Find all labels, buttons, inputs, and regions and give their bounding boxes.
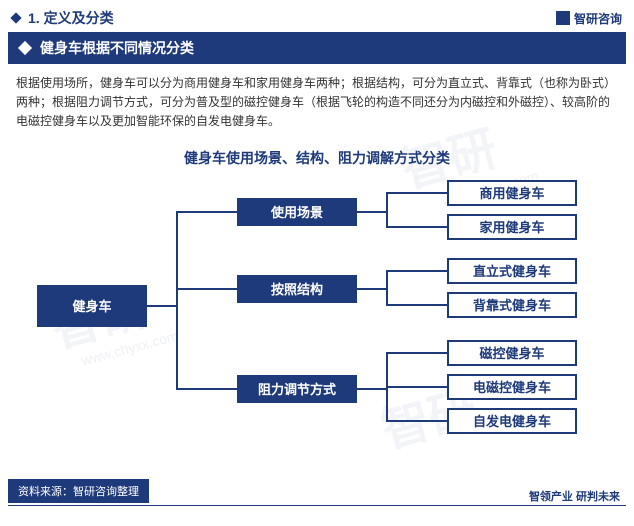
title-diamond-icon: [18, 41, 32, 55]
brand-text: 智研咨询: [574, 10, 622, 27]
body-paragraph: 根据使用场所，健身车可以分为商用健身车和家用健身车两种；根据结构，可分为直立式、…: [0, 64, 634, 142]
root-node: 健身车: [37, 285, 147, 327]
leaf-node-2: 直立式健身车: [447, 258, 577, 284]
mid-node-2: 阻力调节方式: [237, 375, 357, 403]
brand: 智研咨询: [556, 10, 622, 27]
leaf-node-5: 电磁控健身车: [447, 374, 577, 400]
diamond-icon: [10, 12, 21, 23]
footer-divider: [8, 505, 626, 506]
source-label: 资料来源：智研咨询整理: [8, 479, 149, 503]
leaf-node-6: 自发电健身车: [447, 408, 577, 434]
mid-node-0: 使用场景: [237, 198, 357, 226]
tree-diagram: 健身车 使用场景按照结构阻力调节方式 商用健身车家用健身车直立式健身车背靠式健身车磁…: [17, 180, 617, 460]
leaf-node-4: 磁控健身车: [447, 340, 577, 366]
leaf-node-1: 家用健身车: [447, 214, 577, 240]
section-number: 1. 定义及分类: [28, 8, 114, 28]
brand-icon: [556, 11, 570, 25]
leaf-node-0: 商用健身车: [447, 180, 577, 206]
leaf-node-3: 背靠式健身车: [447, 292, 577, 318]
mid-node-1: 按照结构: [237, 275, 357, 303]
chart-title: 健身车使用场景、结构、阻力调解方式分类: [0, 148, 634, 168]
title-bar: 健身车根据不同情况分类: [8, 32, 626, 64]
header: 1. 定义及分类 智研咨询: [0, 0, 634, 32]
footer-tagline: 智领产业 研判未来: [529, 488, 620, 504]
footer: 资料来源：智研咨询整理 智领产业 研判未来: [8, 479, 626, 506]
title-text: 健身车根据不同情况分类: [40, 38, 194, 58]
